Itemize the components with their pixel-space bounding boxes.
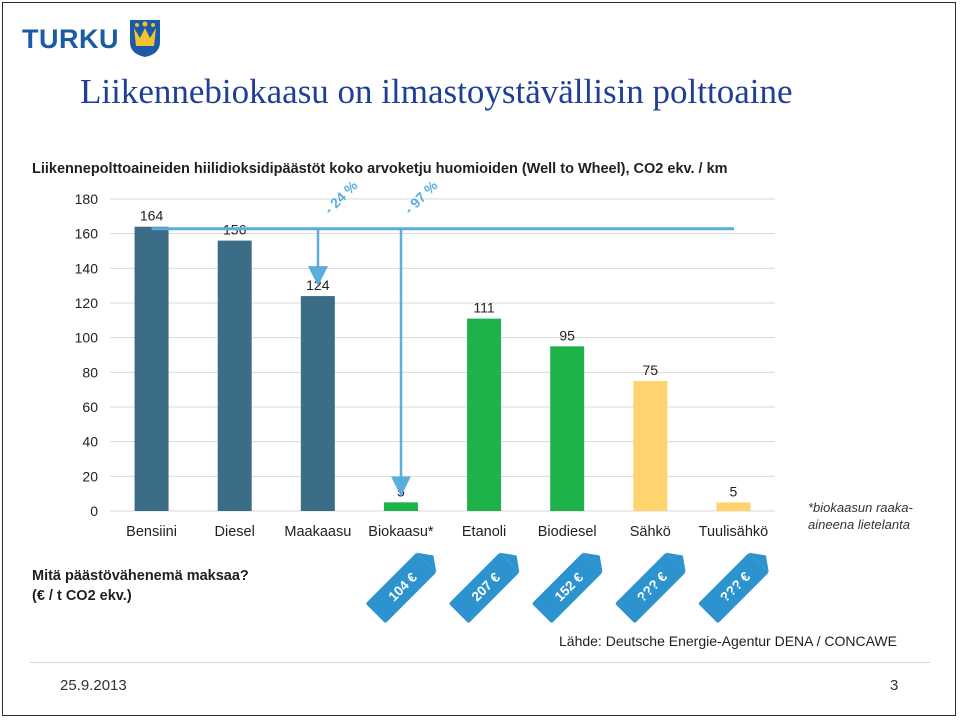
cost-tag-shape [366,553,436,623]
y-tick-label: 40 [82,434,98,450]
bar-value-label: 75 [643,362,659,378]
y-tick-label: 0 [90,503,98,519]
x-category-label: Maakaasu [284,524,351,540]
bar [134,226,169,511]
reduction-label: - 97 % [401,177,441,217]
slide-title: Liikennebiokaasu on ilmastoystävällisin … [80,72,793,111]
x-category-label: Biokaasu* [368,524,434,540]
bar [467,318,502,511]
cost-tag: 152 € [532,552,603,623]
page-number: 3 [890,677,899,694]
x-category-label: Bensiini [126,524,177,540]
cost-tag-shape [449,553,519,623]
cost-unit: (€ / t CO2 ekv.) [32,588,132,604]
bar-value-label: 111 [473,300,494,316]
bar [300,296,335,511]
bar [217,240,252,511]
bar-value-label: 5 [730,483,738,499]
x-category-label: Biodiesel [538,524,597,540]
y-tick-label: 80 [82,364,98,380]
y-tick-label: 160 [75,226,99,242]
cost-tag: 207 € [449,552,520,623]
y-tick-label: 120 [75,295,99,311]
cost-tag-shape [698,553,768,623]
cost-tag: ??? € [615,552,686,623]
footer-date: 25.9.2013 [60,677,127,694]
bar-value-label: 164 [140,208,164,224]
cost-tag-shape [615,553,685,623]
bar [633,381,668,511]
x-category-label: Etanoli [462,524,506,540]
reduction-label: - 24 % [321,177,361,217]
y-tick-label: 140 [75,260,99,276]
cost-question: Mitä päästövähenemä maksaa? [32,568,249,584]
cost-tag-shape [532,553,602,623]
co2-bar-chart: Liikennepolttoaineiden hiilidioksidipääs… [32,161,913,649]
footer-divider [30,662,930,663]
turku-crest-icon [130,20,160,57]
bar-value-label: 124 [306,277,330,293]
footnote-line-1: *biokaasun raaka- [808,500,913,515]
y-tick-label: 20 [82,468,98,484]
y-tick-label: 100 [75,330,99,346]
x-category-label: Sähkö [630,524,671,540]
x-category-label: Diesel [215,524,255,540]
cost-tag: ??? € [698,552,769,623]
bar [716,502,751,511]
cost-tag: 104 € [366,552,437,623]
footnote-line-2: aineena lietelanta [808,517,910,532]
y-tick-label: 180 [75,191,99,207]
y-tick-label: 60 [82,399,98,415]
bar-value-label: 95 [559,327,575,343]
turku-logo-text: TURKU [22,24,119,54]
source-note: Lähde: Deutsche Energie-Agentur DENA / C… [559,633,897,649]
bar [550,346,585,511]
chart-title: Liikennepolttoaineiden hiilidioksidipääs… [32,161,728,177]
x-category-label: Tuulisähkö [699,524,769,540]
bar [383,502,418,511]
